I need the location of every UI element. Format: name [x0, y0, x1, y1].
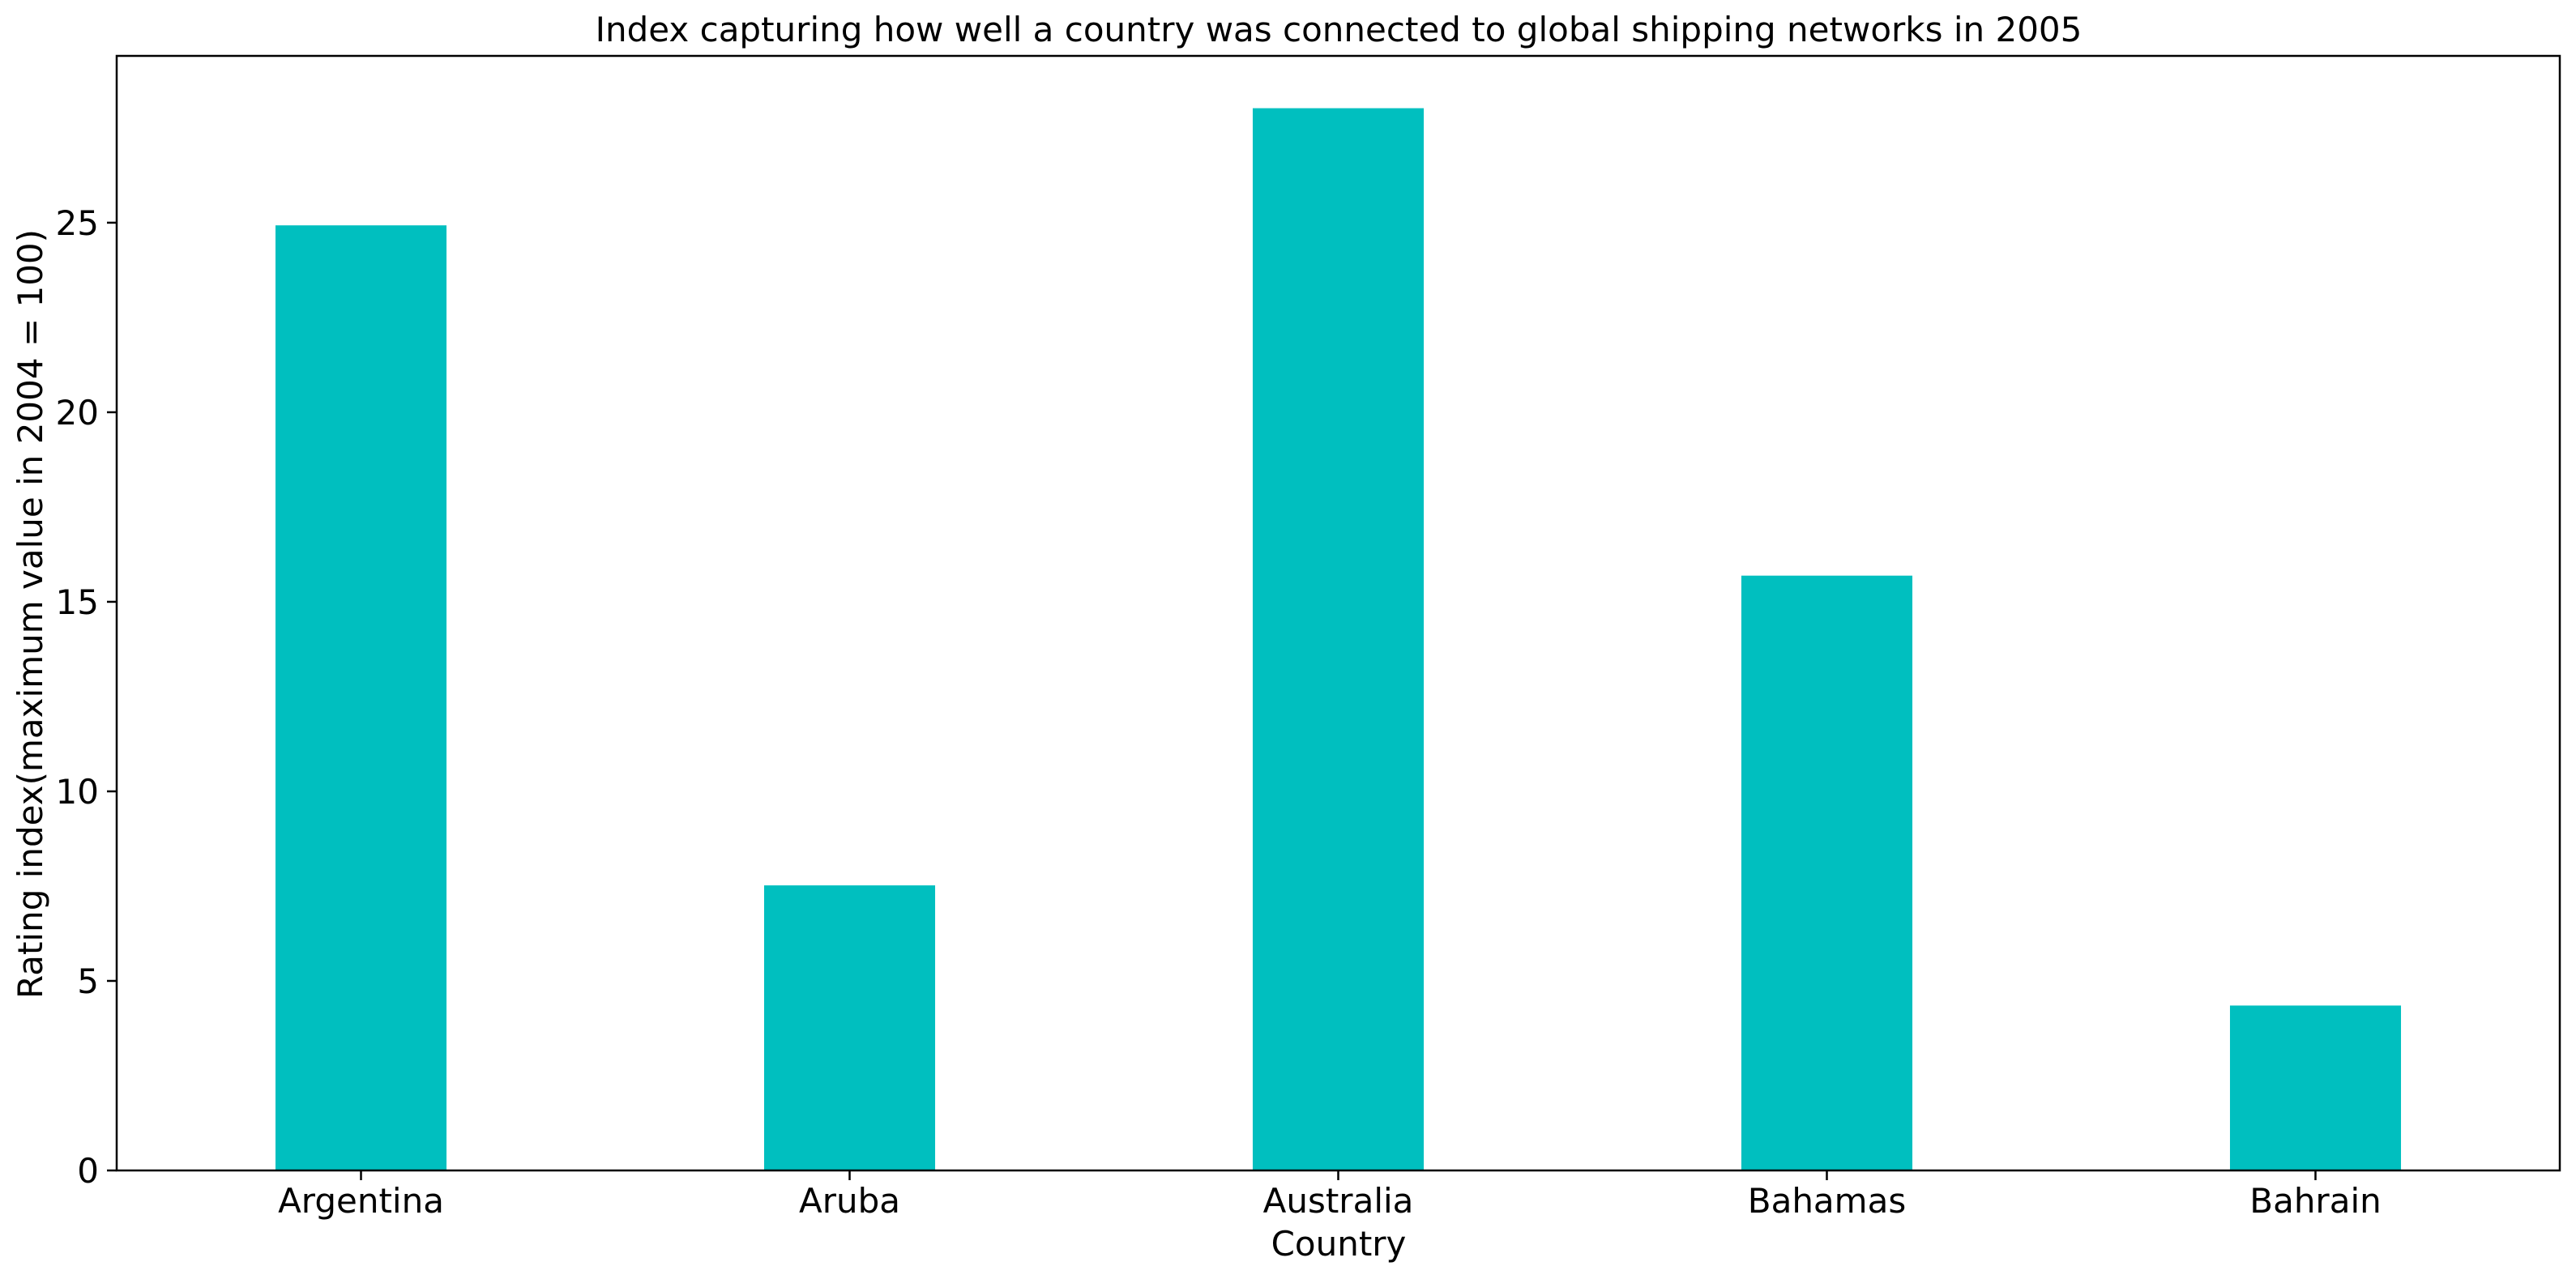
- x-tick-label: Argentina: [278, 1181, 444, 1221]
- y-tick-label: 5: [77, 961, 99, 1001]
- bar-australia: [1252, 108, 1425, 1170]
- x-tick-label: Aruba: [799, 1181, 900, 1221]
- y-tick-label: 0: [77, 1151, 99, 1191]
- bars-layer: [275, 108, 2402, 1171]
- x-axis: Argentina Aruba Australia Bahamas Bahrain: [278, 1170, 2382, 1221]
- y-tick-label: 20: [56, 393, 99, 433]
- y-tick-label: 10: [56, 772, 99, 812]
- x-axis-label: Country: [1271, 1224, 1407, 1264]
- bar-bahrain: [2229, 1005, 2402, 1170]
- x-tick-label: Bahrain: [2249, 1181, 2381, 1221]
- x-tick-label: Australia: [1263, 1181, 1414, 1221]
- bar-aruba: [763, 885, 936, 1170]
- chart-title: Index capturing how well a country was c…: [596, 10, 2083, 49]
- axes-frame: [115, 54, 2561, 1172]
- y-tick-label: 15: [56, 582, 99, 622]
- bar-argentina: [275, 225, 447, 1171]
- bar-bahamas: [1741, 575, 1913, 1170]
- y-tick-label: 25: [56, 203, 99, 243]
- x-tick-label: Bahamas: [1748, 1181, 1906, 1221]
- y-axis-label: Rating index(maximum value in 2004 = 100…: [11, 229, 50, 999]
- y-axis: 0 5 10 15 20 25: [56, 203, 117, 1191]
